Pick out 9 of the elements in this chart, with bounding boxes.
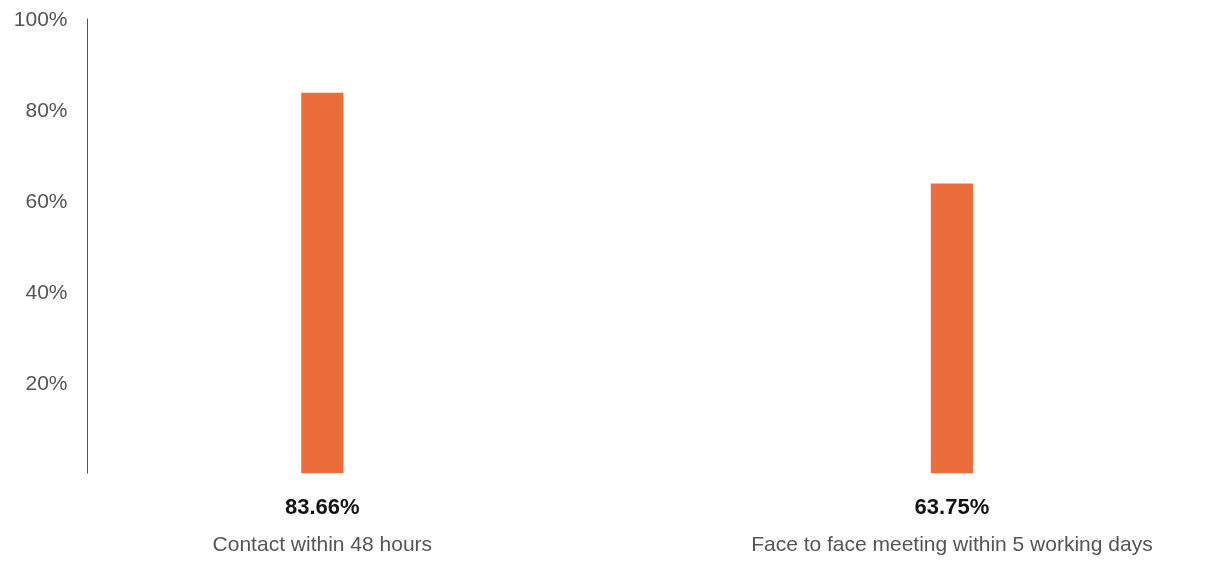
y-tick-label: 60% [25, 189, 68, 212]
y-tick-label: 40% [25, 280, 68, 303]
data-label: 63.75% [914, 493, 990, 519]
x-tick-label: Contact within 48 hours [212, 531, 433, 555]
y-tick-label: 80% [25, 98, 68, 121]
data-label: 83.66% [285, 493, 360, 519]
x-tick-label: Face to face meeting within 5 working days [751, 531, 1153, 555]
y-tick-label: 20% [25, 371, 68, 394]
y-tick-label: 100% [13, 7, 68, 30]
